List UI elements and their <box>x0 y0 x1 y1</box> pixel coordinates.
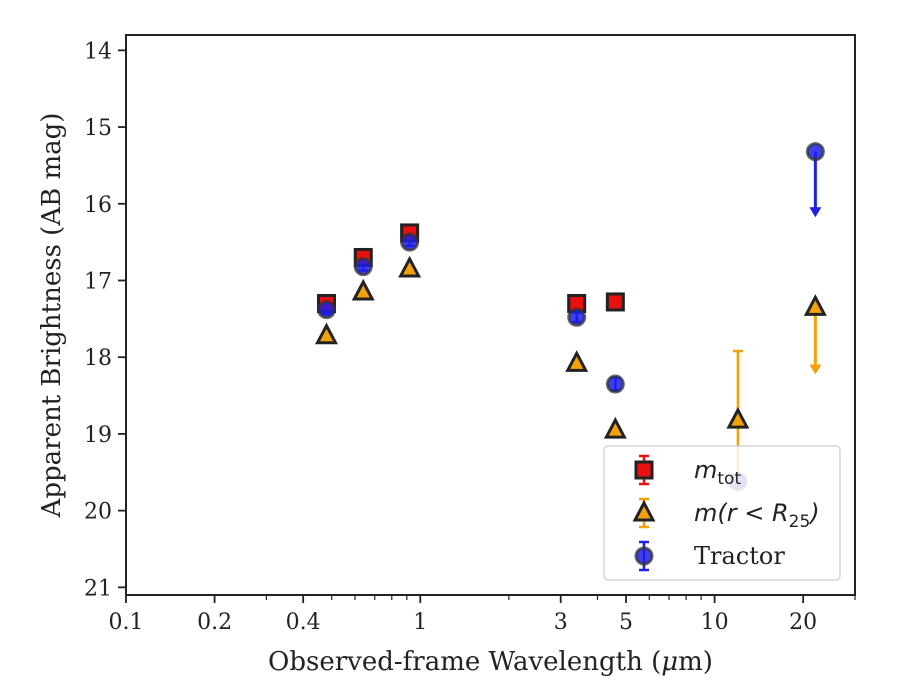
legend-entry-mtot: mtot <box>634 454 741 489</box>
legend-label-sub: tot <box>717 469 741 489</box>
mr25-point <box>565 350 589 372</box>
mr25-point <box>803 294 827 316</box>
x-tick-label: 10 <box>701 610 729 635</box>
x-axis-title-mu: μ <box>661 647 678 677</box>
legend-label: m(r < R25) <box>694 499 820 532</box>
tractor-point <box>805 142 825 162</box>
y-tick-label: 14 <box>84 39 112 64</box>
legend-label-suffix: ) <box>808 499 819 527</box>
mtot-point <box>634 460 654 480</box>
data-marks <box>314 142 827 491</box>
y-tick-label: 18 <box>84 346 112 371</box>
y-tick-label: 19 <box>84 423 112 448</box>
tractor-point <box>605 374 625 394</box>
y-tick-label: 21 <box>84 576 112 601</box>
mr25-point <box>351 278 375 301</box>
legend-label: mtot <box>694 456 741 489</box>
mr25-point <box>632 499 656 522</box>
mr25-point <box>726 406 750 429</box>
tractor-point <box>316 300 336 320</box>
tractor-point <box>634 546 654 566</box>
legend-entry-mr25: m(r < R25) <box>632 497 820 532</box>
legend-label: Tractor <box>694 542 785 570</box>
legend-entry-tractor: Tractor <box>634 540 785 572</box>
y-tick-label: 15 <box>84 116 112 141</box>
x-axis-title-main: Observed-frame Wavelength ( <box>268 647 661 677</box>
tractor-point <box>353 257 373 277</box>
legend-label-base: m <box>694 456 717 484</box>
mr25-point <box>398 255 422 278</box>
x-tick-label: 0.2 <box>197 610 232 635</box>
y-axis: 14 15 16 17 18 19 20 21 <box>84 39 126 601</box>
y-axis-title: Apparent Brightness (AB mag) <box>37 113 67 519</box>
y-tick-label: 20 <box>84 500 112 525</box>
mr25-point <box>314 322 338 345</box>
x-tick-label: 5 <box>619 610 633 635</box>
plot-frame <box>125 34 856 596</box>
x-tick-label: 3 <box>554 610 568 635</box>
x-axis-title: Observed-frame Wavelength (μm) <box>268 647 713 677</box>
x-tick-label: 20 <box>789 610 817 635</box>
mr25-upper-limit-arrowhead <box>809 364 822 375</box>
y-tick-label: 17 <box>84 269 112 294</box>
legend-label-base: m(r < R <box>694 499 789 527</box>
tractor-point <box>400 232 420 252</box>
y-tick-label: 16 <box>84 193 112 218</box>
x-axis: 0.1 0.2 0.4 1 3 5 10 20 <box>109 595 856 635</box>
mr25-point <box>603 416 627 439</box>
x-axis-title-unit: m) <box>678 647 713 677</box>
x-tick-label: 0.4 <box>286 610 321 635</box>
legend-box <box>603 445 841 581</box>
tractor-point <box>567 307 587 327</box>
mtot-point <box>605 292 625 312</box>
tractor-upper-limit-arrowhead <box>809 207 822 218</box>
legend-label-sub: 25 <box>789 512 811 532</box>
legend: mtot m(r < R25) Tractor <box>603 445 841 581</box>
x-tick-label: 1 <box>413 610 427 635</box>
x-tick-label: 0.1 <box>109 610 144 635</box>
